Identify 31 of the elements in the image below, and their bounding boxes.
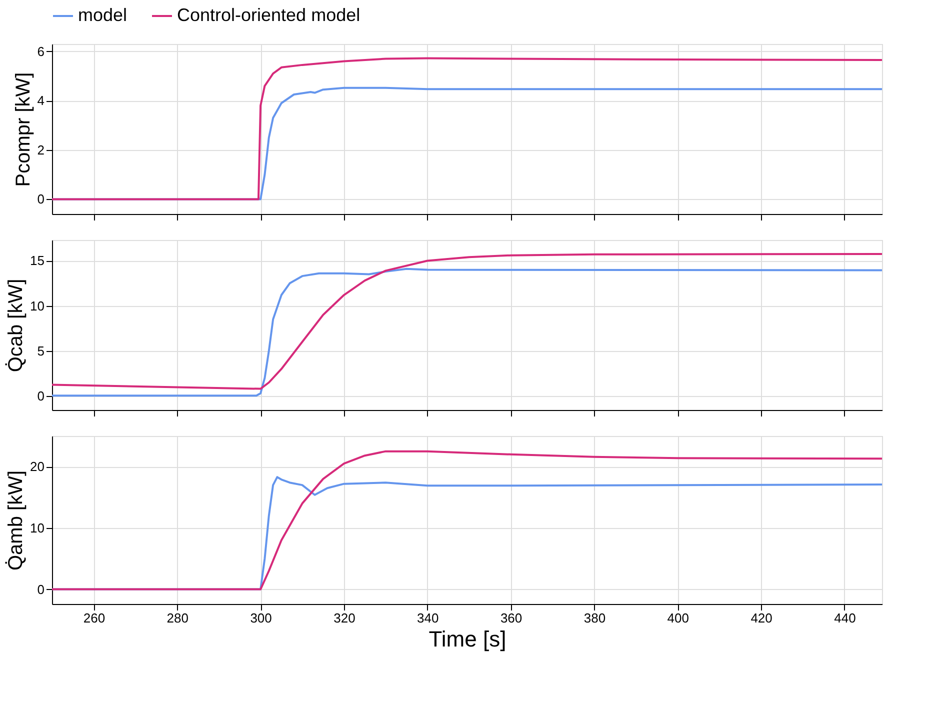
x-tick-label: 320 [334, 610, 356, 626]
y-tick-label: 6 [37, 44, 44, 59]
y-tick-label: 5 [37, 343, 44, 358]
x-tick-label: 420 [750, 610, 772, 626]
y-tick-label: 10 [30, 520, 44, 536]
y-tick-label: 0 [37, 192, 44, 207]
line-series [52, 252, 882, 390]
y-tick-label: 2 [37, 142, 44, 158]
y-axis-title: Pcompr [kW] [12, 72, 34, 187]
x-tick-label: 340 [417, 610, 439, 626]
x-tick-label: 360 [500, 610, 522, 626]
x-axis-title: Time [s] [428, 626, 506, 652]
x-tick-label: 280 [166, 610, 188, 626]
y-tick-label: 4 [37, 93, 44, 108]
x-tick-label: 260 [83, 610, 106, 626]
legend-label: model [78, 5, 128, 25]
x-tick-label: 400 [667, 610, 689, 626]
line-series [52, 268, 882, 397]
y-tick-label: 20 [30, 459, 44, 474]
y-tick-label: 10 [30, 298, 44, 314]
x-tick-label: 440 [834, 610, 856, 626]
y-tick-label: 0 [37, 582, 44, 597]
x-tick-label: 380 [584, 610, 606, 626]
y-tick-label: 0 [37, 388, 44, 404]
line-series [52, 450, 882, 590]
y-tick-label: 15 [30, 253, 44, 268]
y-axis-title: Q̇cab [kW] [5, 278, 28, 372]
x-tick-label: 300 [250, 610, 272, 626]
legend-label: Control-oriented model [177, 5, 360, 25]
line-series [52, 57, 882, 200]
y-axis-title: Q̇amb [kW] [5, 470, 28, 571]
